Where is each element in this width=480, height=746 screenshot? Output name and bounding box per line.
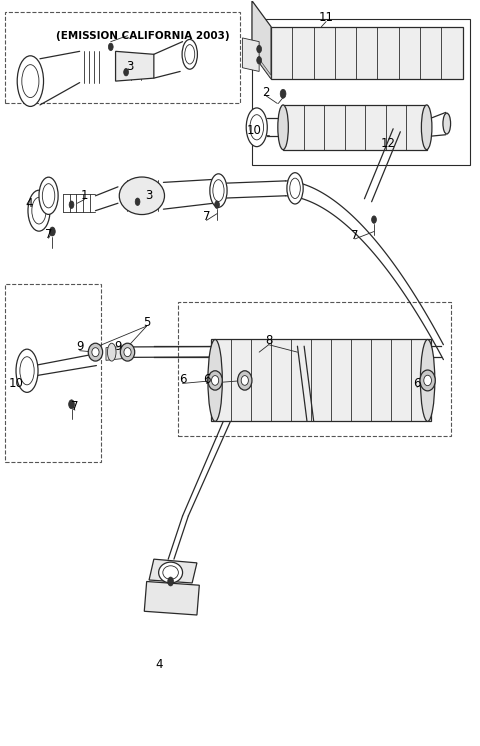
Text: 5: 5 — [143, 316, 150, 329]
Ellipse shape — [208, 339, 222, 421]
Text: 7: 7 — [351, 229, 359, 242]
Text: 7: 7 — [71, 400, 79, 413]
Text: (EMISSION CALIFORNIA 2003): (EMISSION CALIFORNIA 2003) — [56, 31, 229, 42]
Polygon shape — [116, 51, 154, 81]
Text: 3: 3 — [145, 189, 153, 202]
Text: 6: 6 — [203, 373, 210, 386]
Polygon shape — [242, 38, 259, 72]
Ellipse shape — [39, 177, 58, 214]
Ellipse shape — [32, 198, 46, 224]
Ellipse shape — [17, 56, 44, 107]
Polygon shape — [211, 339, 432, 421]
Ellipse shape — [250, 115, 264, 140]
Text: 2: 2 — [263, 86, 270, 98]
Ellipse shape — [20, 357, 34, 385]
Ellipse shape — [168, 577, 173, 586]
Ellipse shape — [212, 375, 219, 385]
Ellipse shape — [69, 400, 74, 409]
Bar — [5, 12, 240, 104]
Text: 6: 6 — [413, 377, 421, 390]
Ellipse shape — [124, 348, 131, 357]
Ellipse shape — [210, 174, 227, 207]
Text: 10: 10 — [9, 377, 24, 390]
Text: 12: 12 — [381, 137, 396, 150]
Ellipse shape — [241, 375, 248, 385]
Text: 10: 10 — [247, 124, 262, 137]
Polygon shape — [252, 1, 271, 79]
Ellipse shape — [280, 90, 286, 98]
Ellipse shape — [49, 227, 55, 236]
Ellipse shape — [119, 177, 165, 215]
Ellipse shape — [158, 562, 182, 583]
Ellipse shape — [42, 184, 55, 208]
Ellipse shape — [257, 46, 262, 53]
Ellipse shape — [69, 201, 74, 208]
Ellipse shape — [238, 371, 252, 390]
Text: 7: 7 — [203, 210, 210, 223]
Ellipse shape — [88, 343, 103, 361]
Ellipse shape — [420, 370, 435, 391]
Ellipse shape — [22, 65, 39, 98]
Ellipse shape — [120, 343, 135, 361]
Text: 8: 8 — [265, 334, 273, 348]
Ellipse shape — [182, 40, 197, 69]
Bar — [252, 19, 470, 165]
Ellipse shape — [108, 343, 116, 361]
Ellipse shape — [92, 348, 99, 357]
Ellipse shape — [287, 173, 303, 204]
Bar — [5, 283, 101, 463]
Polygon shape — [283, 105, 427, 150]
Ellipse shape — [421, 105, 432, 150]
Text: 9: 9 — [76, 340, 84, 354]
Ellipse shape — [278, 105, 288, 150]
Text: 11: 11 — [319, 11, 334, 25]
Bar — [178, 302, 451, 436]
Text: 4: 4 — [25, 197, 33, 210]
Ellipse shape — [246, 108, 267, 147]
Ellipse shape — [443, 113, 451, 134]
Ellipse shape — [372, 216, 376, 223]
Text: 1: 1 — [81, 189, 88, 202]
Ellipse shape — [424, 375, 432, 386]
Ellipse shape — [108, 43, 113, 51]
Ellipse shape — [290, 178, 300, 198]
Ellipse shape — [257, 57, 262, 64]
Text: 9: 9 — [114, 340, 122, 354]
Ellipse shape — [185, 45, 195, 64]
Polygon shape — [149, 560, 197, 583]
Ellipse shape — [420, 339, 435, 421]
Ellipse shape — [215, 201, 219, 208]
Ellipse shape — [135, 198, 140, 205]
Polygon shape — [271, 27, 463, 79]
Polygon shape — [252, 49, 271, 79]
Ellipse shape — [16, 349, 38, 392]
Text: 4: 4 — [155, 659, 162, 671]
Polygon shape — [144, 581, 199, 615]
Ellipse shape — [28, 190, 50, 231]
Ellipse shape — [124, 69, 129, 76]
Ellipse shape — [163, 565, 179, 580]
Text: 3: 3 — [126, 60, 133, 72]
Text: 6: 6 — [179, 373, 186, 386]
Polygon shape — [106, 346, 127, 360]
Ellipse shape — [213, 180, 224, 201]
Ellipse shape — [208, 371, 222, 390]
Text: 7: 7 — [45, 228, 52, 241]
